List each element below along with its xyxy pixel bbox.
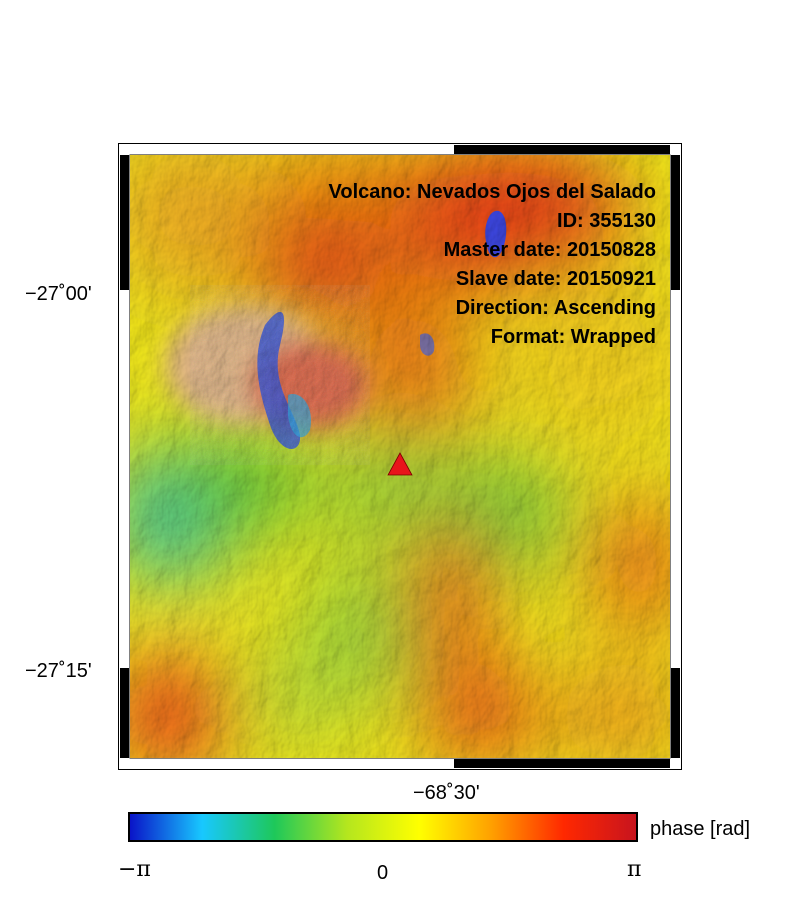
phase-colorbar xyxy=(128,812,638,842)
colorbar-tick-min: −π xyxy=(118,857,151,882)
colorbar-label: phase [rad] xyxy=(650,818,751,840)
x-tick-label: −68˚30' xyxy=(413,782,480,804)
info-master-date: Master date: 20150828 xyxy=(443,239,656,261)
info-format: Format: Wrapped xyxy=(490,326,656,348)
info-slave-date: Slave date: 20150921 xyxy=(455,268,656,290)
colorbar-tick-max: π xyxy=(627,857,642,882)
colorbar-tick-zero: 0 xyxy=(377,862,389,884)
info-id: ID: 355130 xyxy=(557,210,656,232)
info-direction: Direction: Ascending xyxy=(455,297,656,319)
interferogram-map[interactable]: Volcano: Nevados Ojos del Salado ID: 355… xyxy=(130,155,670,758)
info-volcano: Volcano: Nevados Ojos del Salado xyxy=(328,181,657,203)
y-tick-label: −27˚15' xyxy=(25,660,92,682)
y-tick-label: −27˚00' xyxy=(25,283,92,305)
volcano-triangle-icon[interactable] xyxy=(387,452,413,476)
map-frame: Volcano: Nevados Ojos del Salado ID: 355… xyxy=(118,143,682,770)
